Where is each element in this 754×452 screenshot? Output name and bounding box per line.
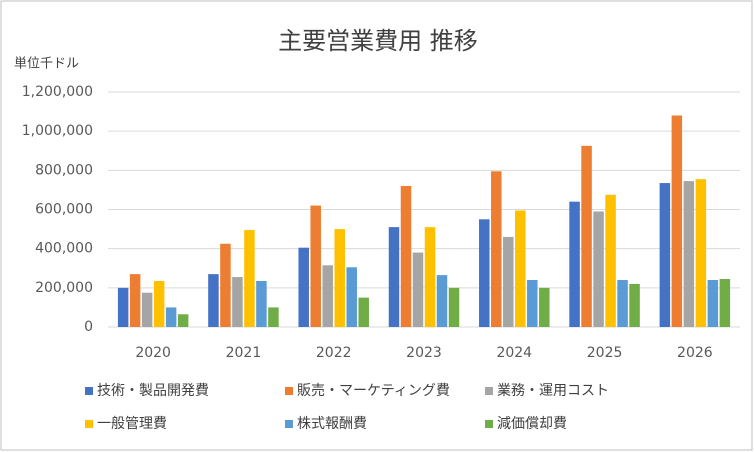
x-tick-label: 2020: [135, 345, 171, 361]
legend-label: 一般管理費: [97, 416, 167, 432]
bar: [515, 210, 526, 327]
bar: [617, 280, 628, 327]
y-tick-label: 400,000: [35, 241, 93, 257]
x-tick-label: 2024: [496, 345, 532, 361]
bar: [491, 171, 502, 327]
bar: [334, 229, 345, 327]
bar: [117, 287, 129, 327]
y-tick-label: 1,000,000: [22, 123, 93, 139]
bar: [232, 277, 243, 327]
bar: [208, 274, 219, 327]
y-tick-label: 800,000: [35, 162, 93, 178]
y-tick-label: 0: [84, 319, 93, 335]
bar: [298, 247, 309, 327]
bar: [358, 297, 369, 327]
bar: [388, 227, 400, 327]
bar: [268, 307, 279, 327]
legend-swatch: [485, 420, 493, 428]
y-tick-label: 1,200,000: [22, 84, 93, 100]
bar: [220, 243, 231, 327]
bar: [256, 280, 267, 327]
legend-label: 減価償却費: [497, 415, 567, 432]
bar: [707, 280, 719, 327]
chart-title: 主要営業費用 推移: [278, 27, 478, 55]
bar: [244, 230, 255, 327]
legend-swatch: [485, 387, 493, 395]
legend-swatch: [85, 420, 93, 428]
bar: [605, 194, 616, 327]
bar: [412, 252, 424, 327]
bar: [310, 205, 321, 327]
unit-label: 単位千ドル: [14, 56, 79, 72]
x-tick-label: 2026: [677, 345, 713, 361]
bar: [436, 275, 448, 327]
bar: [153, 280, 165, 327]
legend-label: 販売・マーケティング費: [297, 383, 450, 399]
bar: [141, 292, 153, 327]
bar: [629, 283, 640, 327]
bar: [322, 265, 333, 327]
bar: [569, 201, 580, 327]
bar: [539, 287, 550, 327]
legend-swatch: [85, 387, 93, 395]
bar: [593, 211, 604, 327]
x-tick-label: 2023: [406, 345, 442, 361]
bar: [448, 287, 460, 327]
bar: [165, 307, 177, 327]
bar: [683, 181, 695, 327]
bar: [346, 267, 357, 327]
bar: [581, 145, 592, 327]
bar: [527, 280, 538, 327]
bar: [129, 274, 141, 327]
legend-label: 株式報酬費: [297, 416, 367, 432]
legend-label: 技術・製品開発費: [97, 383, 209, 399]
bar: [719, 279, 731, 327]
bar: [177, 314, 189, 327]
y-tick-label: 200,000: [35, 280, 93, 296]
bar: [424, 227, 436, 327]
bar: [503, 236, 514, 327]
x-tick-label: 2025: [587, 345, 623, 361]
legend-swatch: [285, 387, 293, 395]
bar: [671, 115, 683, 327]
bar: [659, 183, 671, 327]
bar: [479, 219, 490, 327]
bar: [400, 186, 412, 327]
y-tick-label: 600,000: [35, 202, 93, 218]
legend-swatch: [285, 420, 293, 428]
x-tick-label: 2021: [226, 345, 262, 361]
bar: [695, 179, 707, 327]
legend-label: 業務・運用コスト: [497, 383, 609, 399]
x-tick-label: 2022: [316, 345, 352, 361]
